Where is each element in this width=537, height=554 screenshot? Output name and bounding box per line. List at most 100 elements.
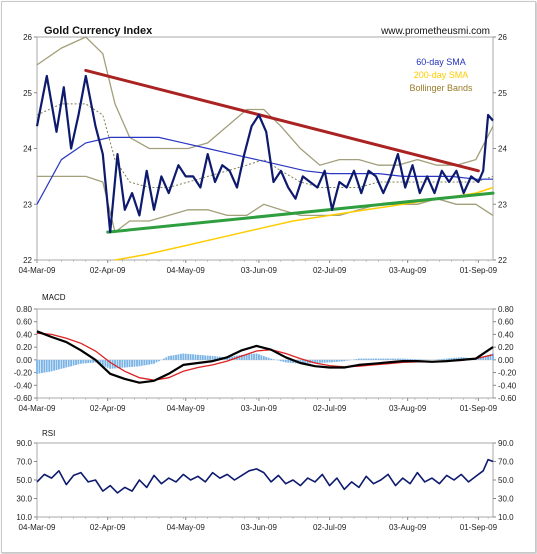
macd-histogram-bar — [384, 358, 387, 360]
macd-histogram-bar — [150, 359, 153, 365]
macd-histogram-bar — [62, 359, 65, 369]
macd-histogram-bar — [187, 353, 190, 360]
y-tick-label-right: -0.40 — [498, 381, 517, 390]
macd-histogram-bar — [323, 359, 326, 363]
macd-histogram-bar — [336, 359, 338, 362]
macd-histogram-bar — [340, 359, 343, 362]
macd-histogram-bar — [121, 359, 124, 368]
macd-histogram-bar — [282, 359, 285, 362]
macd-histogram-bar — [82, 359, 85, 364]
macd-histogram-bar — [206, 355, 209, 360]
macd-histogram-bar — [99, 359, 102, 365]
gold-index-price-line — [35, 74, 494, 234]
x-tick-label: 01-Sep-09 — [460, 266, 498, 275]
macd-histogram-bar — [140, 359, 143, 366]
macd-histogram-bar — [389, 358, 392, 360]
y-tick-label-right: 22 — [498, 256, 507, 265]
macd-histogram-bar — [326, 359, 329, 363]
macd-histogram-bar — [331, 359, 333, 363]
macd-histogram-bar — [126, 359, 129, 368]
macd-histogram-bar — [106, 359, 109, 368]
macd-histogram-bar — [248, 354, 251, 360]
y-tick-label-right: 90.0 — [498, 439, 514, 448]
macd-histogram-bar — [133, 359, 136, 367]
sma60-line — [36, 136, 493, 205]
macd-histogram-bar — [418, 359, 421, 360]
macd-histogram-bar — [277, 359, 280, 361]
macd-histogram-bar — [43, 359, 46, 373]
y-tick-label-left: 70.0 — [16, 458, 32, 467]
macd-histogram-bar — [377, 358, 380, 360]
macd-histogram-bar — [65, 359, 68, 368]
macd-histogram-bar — [455, 357, 458, 360]
macd-histogram-bar — [443, 358, 446, 360]
macd-histogram-bar — [372, 358, 375, 360]
macd-histogram-bar — [414, 359, 416, 360]
y-tick-label-left: 22 — [23, 256, 32, 265]
y-tick-label-right: 50.0 — [498, 476, 514, 485]
macd-histogram-bar — [406, 358, 409, 360]
macd-histogram-bar — [453, 357, 455, 360]
macd-histogram-bar — [194, 354, 197, 360]
macd-histogram-bar — [267, 357, 270, 360]
macd-histogram-bar — [292, 359, 294, 364]
macd-histogram-bar — [253, 353, 255, 360]
macd-histogram-bar — [211, 356, 214, 360]
x-tick-label: 03-Jun-09 — [241, 266, 278, 275]
macd-histogram-bar — [138, 359, 141, 367]
macd-histogram-bar — [231, 356, 234, 360]
macd-histogram-bar — [38, 359, 41, 374]
macd-histogram-bar — [457, 357, 460, 360]
y-tick-label-right: 25 — [498, 89, 507, 98]
macd-histogram-bar — [67, 359, 70, 367]
macd-histogram-bar — [304, 359, 307, 364]
macd-histogram-bar — [101, 359, 104, 366]
macd-signal-line — [36, 332, 494, 381]
y-tick-label-left: 90.0 — [16, 439, 32, 448]
y-tick-label-right: 0.20 — [498, 343, 514, 352]
macd-histogram-bar — [123, 359, 126, 368]
macd-histogram-bar — [343, 359, 346, 362]
y-tick-label-left: -0.20 — [14, 369, 33, 378]
macd-histogram-bar — [411, 359, 414, 360]
macd-histogram-bar — [367, 358, 370, 360]
macd-histogram-bar — [477, 357, 480, 360]
y-tick-label-right: 24 — [498, 145, 507, 154]
macd-histogram-bar — [143, 359, 146, 366]
y-tick-label-right: 0.80 — [498, 305, 514, 314]
macd-histogram-bar — [360, 358, 363, 360]
y-tick-label-right: -0.60 — [498, 394, 517, 403]
y-tick-label-left: 25 — [23, 89, 32, 98]
macd-histogram-bar — [72, 359, 75, 366]
macd-histogram-bar — [192, 354, 194, 360]
macd-histogram-bar — [104, 359, 107, 367]
y-tick-label-right: 23 — [498, 200, 507, 209]
macd-histogram-bar — [260, 355, 263, 360]
macd-histogram-bar — [245, 354, 248, 360]
macd-histogram-bar — [355, 359, 358, 360]
macd-histogram-bar — [158, 359, 160, 362]
macd-panel: -0.60 -0.60 -0.40 -0.40 -0.20 -0.20 0.00 0.00 0.… — [14, 293, 517, 413]
x-tick-label: 01-Sep-09 — [460, 523, 498, 532]
macd-histogram-bar — [189, 354, 192, 360]
x-tick-label: 04-May-09 — [167, 266, 206, 275]
y-tick-label-left: -0.40 — [14, 381, 33, 390]
macd-histogram-bar — [175, 354, 177, 360]
macd-histogram-bar — [272, 359, 275, 360]
macd-histogram-bar — [75, 359, 77, 365]
macd-histogram-bar — [240, 354, 243, 360]
macd-histogram-bar — [319, 359, 321, 363]
plot-border — [36, 442, 494, 518]
macd-histogram-bar — [448, 358, 451, 360]
legend-entry: 200-day SMA — [414, 70, 469, 80]
macd-histogram-bar — [45, 359, 48, 373]
macd-histogram-bar — [387, 358, 390, 360]
macd-histogram-bar — [445, 358, 448, 360]
y-tick-label-right: 70.0 — [498, 458, 514, 467]
macd-histogram-bar — [484, 355, 487, 360]
y-tick-label-right: 0.60 — [498, 318, 514, 327]
y-tick-label-right: 10.0 — [498, 513, 514, 522]
macd-histogram-bar — [109, 359, 112, 369]
rsi-panel: 10.0 10.0 30.0 30.0 50.0 50.0 70.0 70.0 90.0 90.0… — [16, 429, 514, 532]
macd-histogram-bar — [306, 359, 309, 364]
